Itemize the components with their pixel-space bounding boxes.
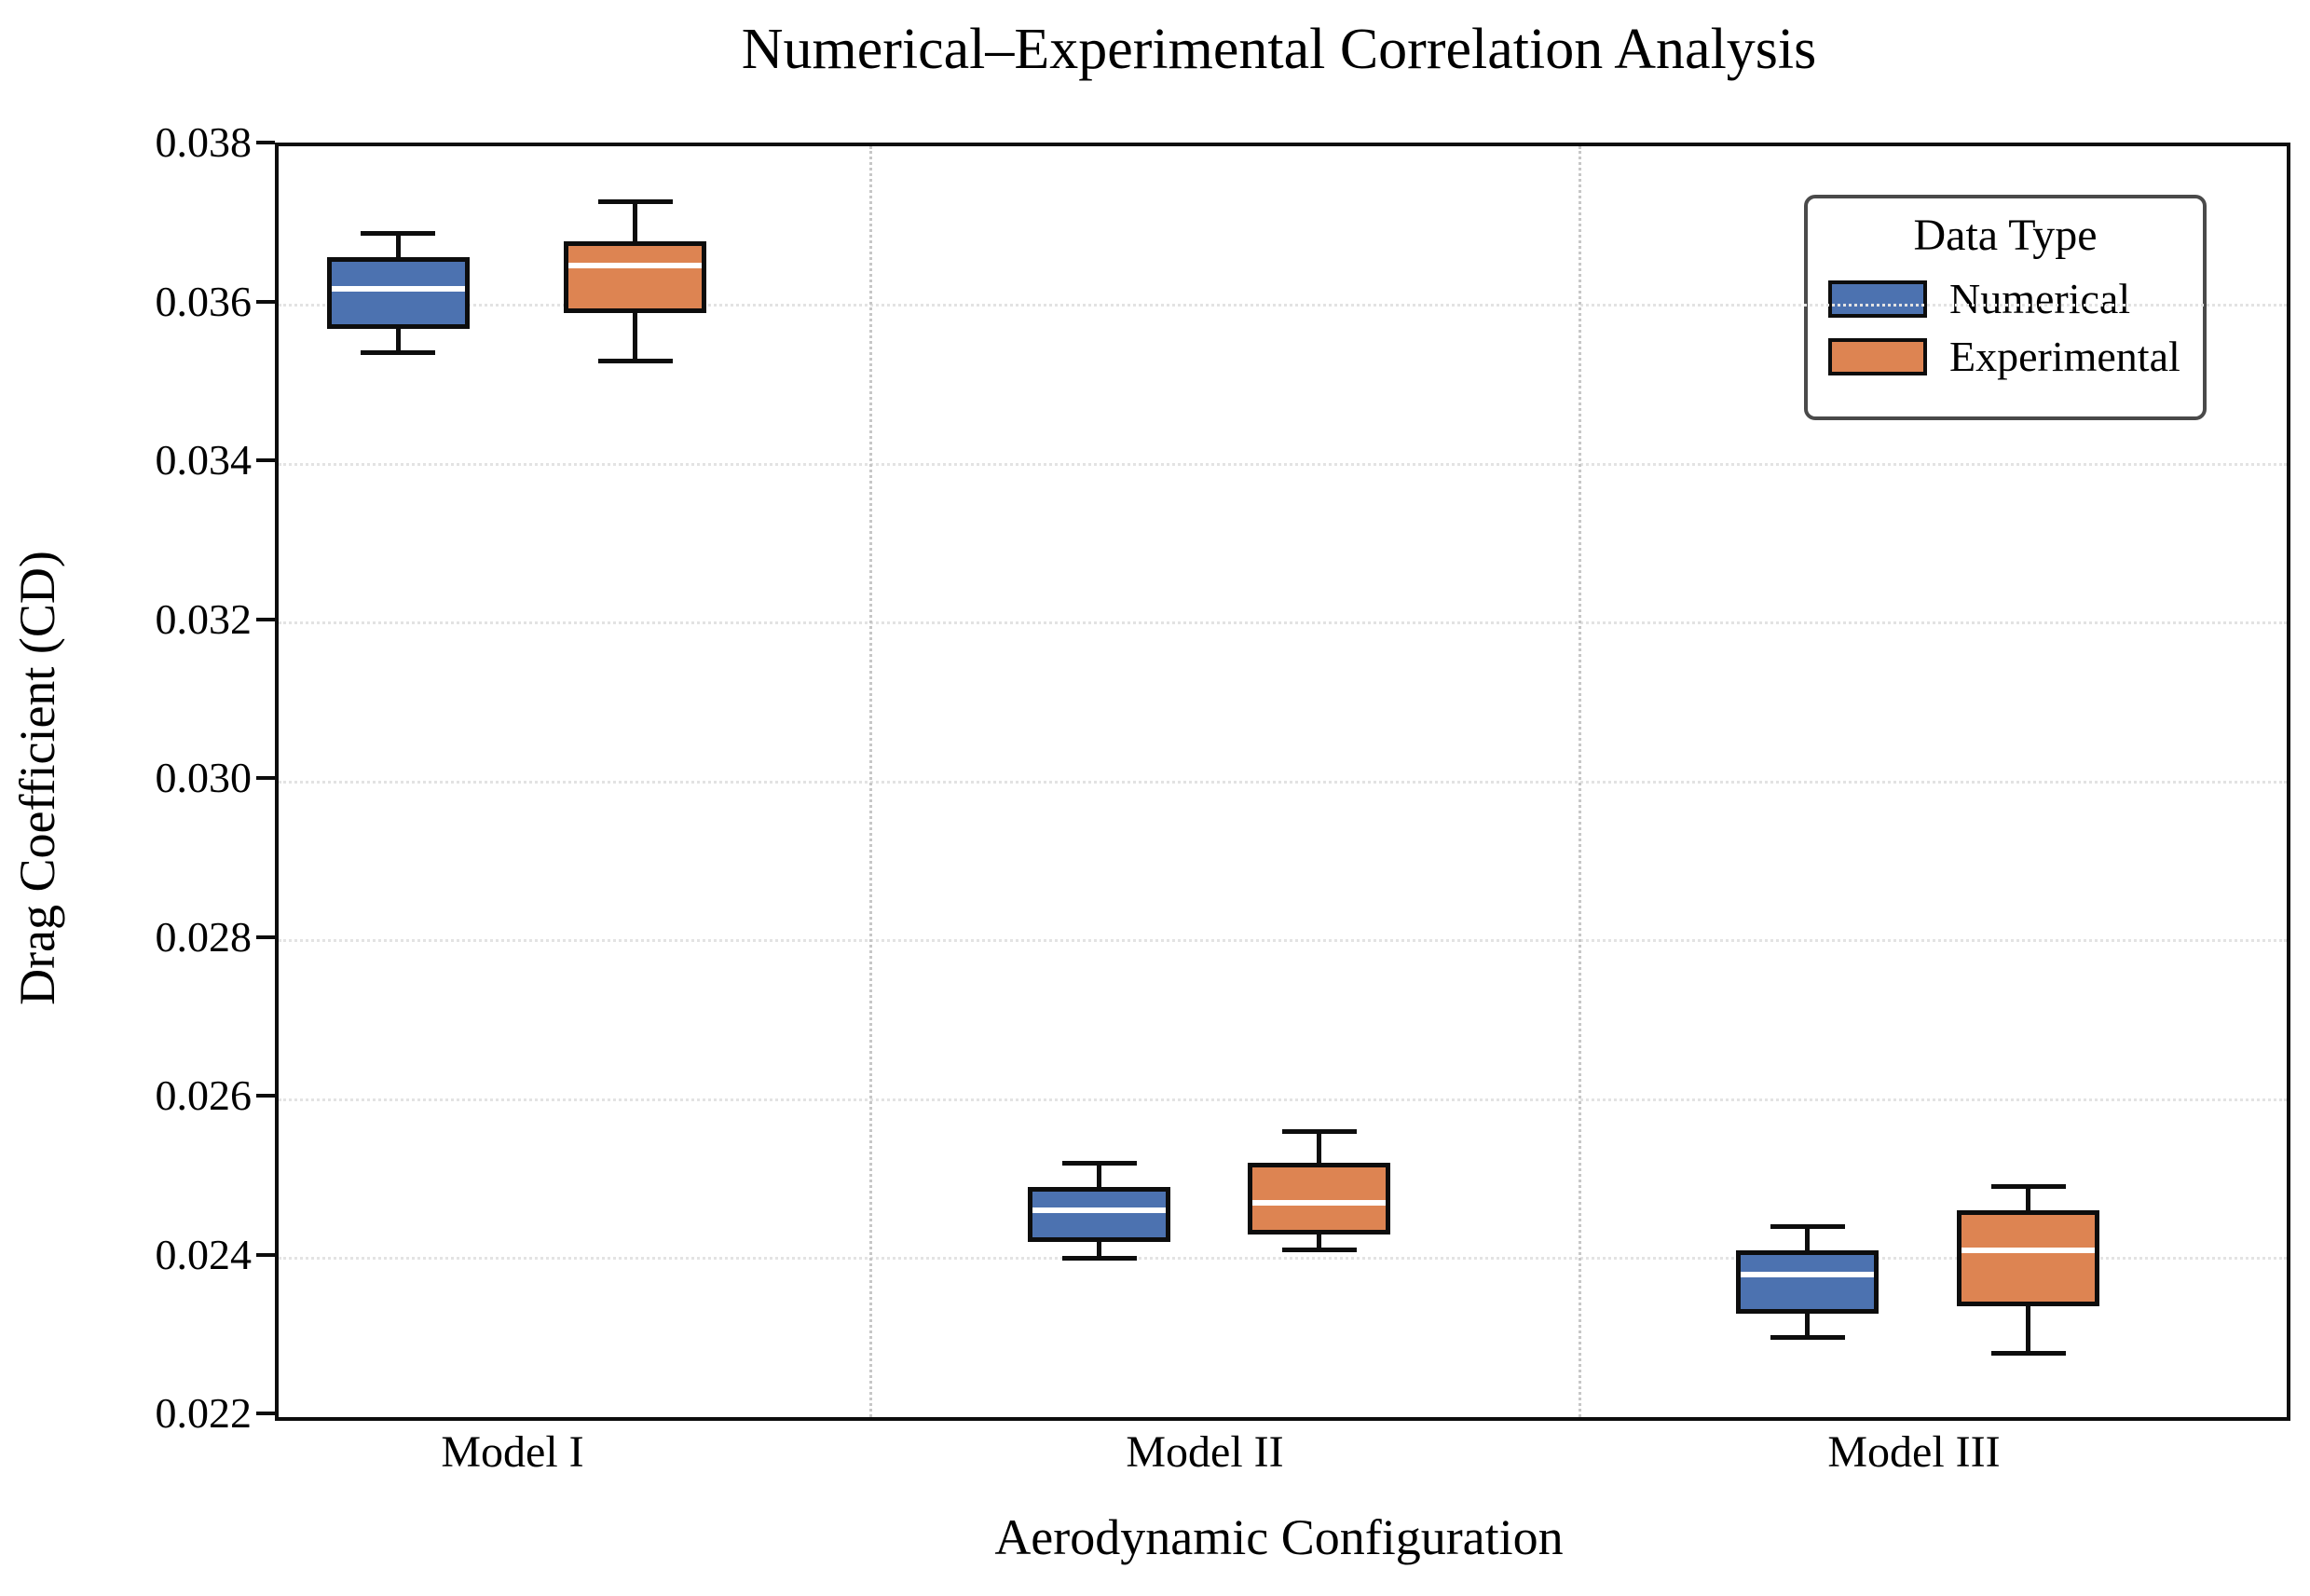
- legend-entry-label: Experimental: [1949, 333, 2180, 380]
- median-line: [1032, 1207, 1166, 1214]
- whisker-cap-low: [1990, 1351, 2066, 1357]
- median-line: [331, 286, 465, 293]
- iqr-box: [564, 241, 706, 314]
- y-tick-label: 0.038: [155, 118, 253, 166]
- whisker-lower: [2026, 1305, 2030, 1354]
- iqr-box: [1736, 1249, 1879, 1315]
- whisker-cap-high: [1990, 1184, 2066, 1190]
- experimental-swatch: [1828, 338, 1927, 375]
- y-tick-mark-0.024: [256, 1252, 275, 1257]
- x-tick-label-1: Model I: [441, 1427, 584, 1477]
- whisker-cap-high: [597, 199, 673, 205]
- category-separator-2: [1578, 146, 1581, 1417]
- whisker-lower: [633, 313, 637, 361]
- whisker-lower: [1097, 1242, 1101, 1259]
- whisker-upper: [395, 233, 401, 258]
- x-tick-label-2: Model II: [1126, 1427, 1284, 1477]
- x-axis-label: Aerodynamic Configuration: [994, 1509, 1564, 1565]
- iqr-box: [1957, 1210, 2099, 1306]
- whisker-cap-high: [1061, 1160, 1137, 1166]
- legend-entry-label: Numerical: [1949, 275, 2131, 322]
- gridline-0.032: [279, 621, 2287, 624]
- median-line: [1741, 1271, 1874, 1277]
- y-tick-mark-0.026: [256, 1094, 275, 1098]
- legend-entry-experimental: Experimental: [1828, 333, 2203, 380]
- y-tick-label: 0.026: [155, 1071, 253, 1119]
- gridline-0.026: [279, 1098, 2287, 1101]
- y-tick-label: 0.028: [155, 912, 253, 961]
- gridline-0.036: [279, 304, 2287, 307]
- median-line: [1961, 1247, 2095, 1253]
- whisker-upper: [1097, 1163, 1101, 1187]
- y-tick-mark-0.032: [256, 617, 275, 621]
- gridline-0.034: [279, 462, 2287, 466]
- whisker-upper: [1317, 1131, 1321, 1164]
- plot-area: Data Type Numerical Experimental: [275, 143, 2290, 1421]
- x-tick-label-3: Model III: [1827, 1427, 2001, 1477]
- whisker-cap-low: [361, 350, 435, 356]
- iqr-box: [326, 257, 470, 330]
- y-tick-label: 0.034: [155, 436, 253, 484]
- y-tick-mark-0.036: [256, 299, 275, 304]
- y-axis-label: Drag Coefficient (CD): [9, 551, 65, 1005]
- gridline-0.030: [279, 780, 2287, 784]
- y-tick-mark-0.038: [256, 141, 275, 144]
- whisker-cap-high: [1281, 1128, 1357, 1134]
- whisker-upper: [1805, 1226, 1810, 1250]
- whisker-cap-low: [1770, 1335, 1845, 1341]
- y-tick-label: 0.030: [155, 754, 253, 801]
- gridline-0.028: [279, 939, 2287, 942]
- whisker-lower: [1805, 1314, 1810, 1338]
- legend: Data Type Numerical Experimental: [1804, 195, 2207, 420]
- y-tick-label: 0.022: [155, 1389, 253, 1437]
- whisker-cap-high: [1770, 1223, 1845, 1229]
- whisker-lower: [1317, 1234, 1321, 1250]
- iqr-box: [1028, 1186, 1170, 1243]
- numerical-swatch: [1828, 280, 1927, 318]
- whisker-upper: [633, 201, 637, 242]
- y-tick-mark-0.030: [256, 776, 275, 780]
- whisker-cap-low: [1061, 1256, 1137, 1261]
- y-tick-mark-0.034: [256, 458, 275, 462]
- whisker-cap-low: [1281, 1248, 1357, 1253]
- iqr-box: [1248, 1163, 1390, 1235]
- whisker-cap-low: [597, 358, 673, 363]
- median-line: [568, 262, 702, 268]
- median-line: [1252, 1199, 1386, 1206]
- y-tick-mark-0.028: [256, 934, 275, 939]
- y-tick-label: 0.032: [155, 594, 253, 643]
- legend-title: Data Type: [1913, 211, 2098, 260]
- whisker-lower: [395, 329, 401, 353]
- y-tick-label: 0.024: [155, 1230, 253, 1278]
- whisker-upper: [2026, 1186, 2030, 1211]
- whisker-cap-high: [361, 231, 435, 237]
- chart-title: Numerical–Experimental Correlation Analy…: [741, 18, 1817, 81]
- y-tick-label: 0.036: [155, 277, 253, 325]
- y-tick-mark-0.022: [256, 1412, 275, 1415]
- gridline-0.024: [279, 1257, 2287, 1260]
- legend-entry-numerical: Numerical: [1828, 275, 2203, 322]
- category-separator-1: [868, 146, 872, 1417]
